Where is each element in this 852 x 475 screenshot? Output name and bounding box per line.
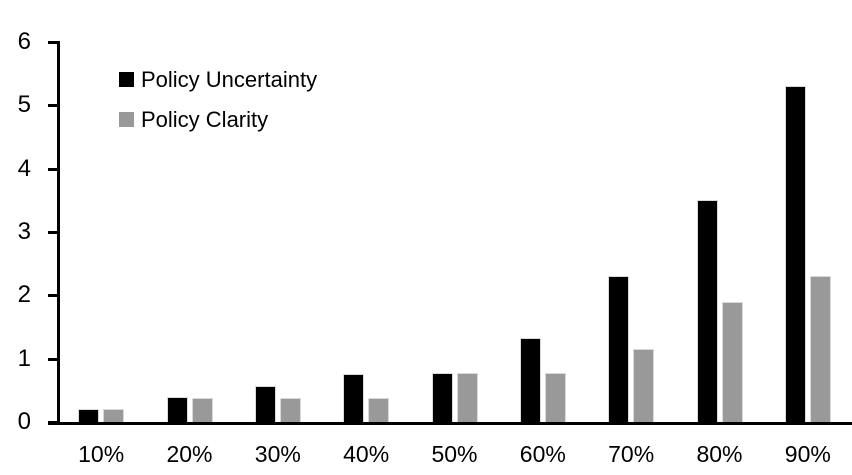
bar-policy-uncertainty-20% [166,396,188,422]
bar-policy-clarity-70% [633,349,655,422]
y-axis-label-3: 3 [17,218,31,245]
x-axis-label-80%: 80% [696,441,743,467]
bar-policy-uncertainty-40% [343,373,365,422]
legend-item-policy-uncertainty: Policy Uncertainty [119,67,318,92]
bar-policy-uncertainty-80% [696,200,718,422]
bar-policy-uncertainty-50% [431,372,453,422]
policy-clarity-swatch-icon [119,112,134,127]
bar-policy-uncertainty-70% [608,276,630,422]
x-axis-label-60%: 60% [519,441,566,467]
y-tick-mark-3 [48,231,60,234]
bar-policy-clarity-10% [103,409,125,422]
legend: Policy Uncertainty Policy Clarity [119,67,318,150]
x-axis-label-70%: 70% [608,441,655,467]
bar-policy-uncertainty-60% [519,337,541,422]
bar-policy-clarity-60% [544,373,566,422]
legend-item-policy-clarity: Policy Clarity [119,107,317,132]
policy-uncertainty-swatch-icon [119,72,134,87]
x-axis-label-90%: 90% [784,441,831,467]
bar-policy-uncertainty-90% [784,86,806,422]
x-axis-line [48,422,852,425]
y-axis-label-5: 5 [17,91,31,119]
y-tick-mark-2 [48,294,60,298]
bar-policy-clarity-20% [191,397,213,422]
bar-policy-clarity-40% [368,397,390,422]
x-axis-label-10%: 10% [78,441,125,467]
bar-policy-clarity-50% [456,373,478,422]
x-axis-label-20%: 20% [166,441,213,467]
bar-policy-uncertainty-10% [78,409,100,422]
bar-policy-uncertainty-30% [254,385,276,422]
x-axis-label-50%: 50% [431,441,478,467]
y-axis-label-0: 0 [17,408,31,435]
y-axis-label-6: 6 [17,28,31,55]
bar-policy-clarity-90% [809,276,831,422]
bar-policy-clarity-30% [279,397,301,422]
bar-policy-clarity-80% [721,301,743,422]
y-tick-mark-4 [48,167,60,171]
x-axis-label-40%: 40% [343,441,390,467]
y-axis-label-1: 1 [17,344,31,372]
y-tick-mark-6 [48,41,60,44]
y-tick-mark-5 [48,104,60,108]
x-axis-label-30%: 30% [254,441,301,467]
legend-label-policy-uncertainty: Policy Uncertainty [141,67,318,92]
y-tick-mark-1 [48,357,60,361]
y-axis-label-2: 2 [17,281,31,309]
y-axis-label-4: 4 [17,154,31,182]
y-axis-line [57,42,60,425]
legend-label-policy-clarity: Policy Clarity [141,107,269,132]
